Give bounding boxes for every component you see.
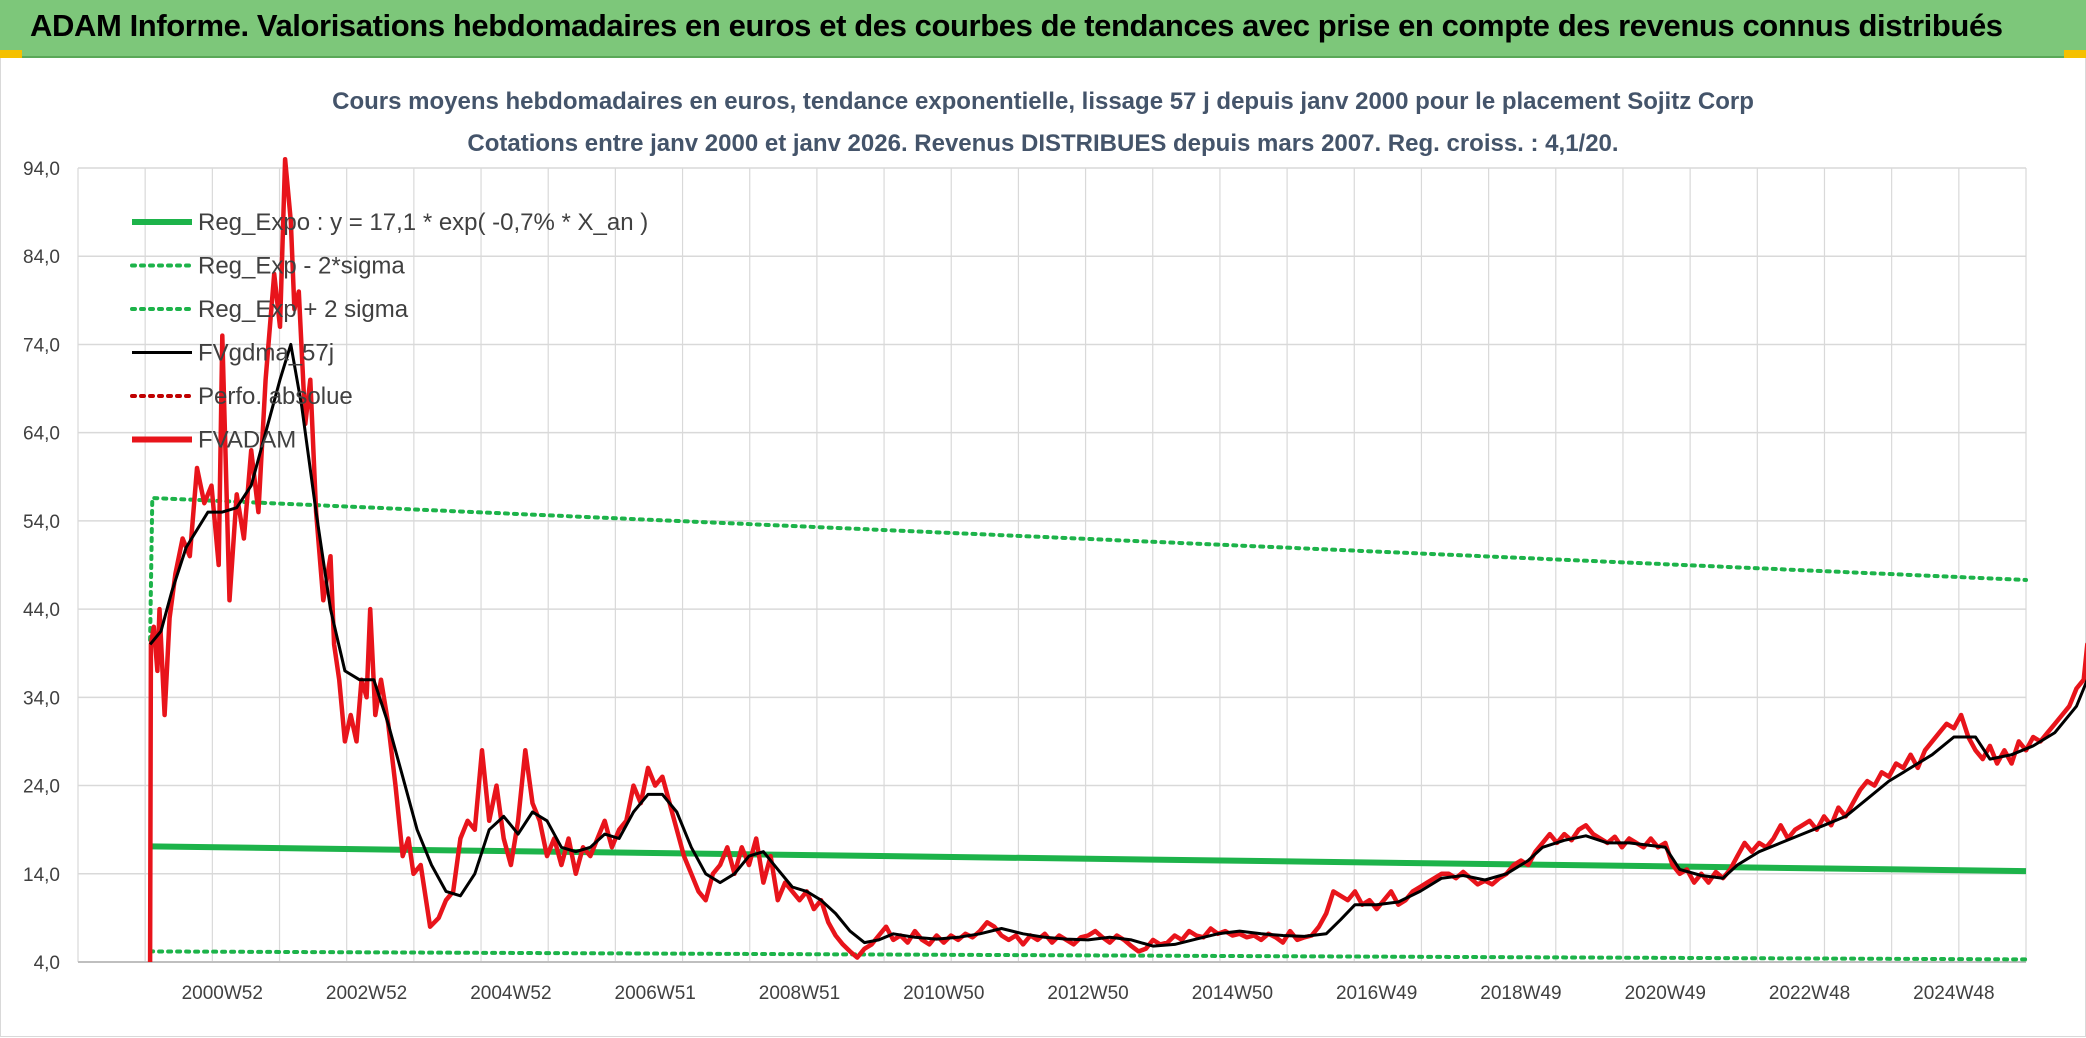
y-tick-label: 54,0 [23,512,60,533]
y-tick-label: 84,0 [23,247,60,268]
chart-axis-labels: 94,0 84,0 74,0 64,0 54,0 44,0 34,0 24,0 14,0 4,0 2… [23,159,1995,1004]
x-tick-label: 2008W51 [759,983,840,1004]
y-tick-label: 94,0 [23,159,60,180]
x-tick-label: 2022W48 [1769,983,1850,1004]
x-tick-label: 2012W50 [1047,983,1128,1004]
x-tick-label: 2004W52 [470,983,551,1004]
series-line-5 [147,156,2086,963]
y-tick-label: 44,0 [23,600,60,621]
y-tick-label: 4,0 [34,953,60,974]
legend-label: Reg_Exp + 2 sigma [198,296,409,323]
chart-grid [77,167,2027,963]
series-line-1 [148,949,2028,962]
x-tick-label: 2006W51 [615,983,696,1004]
legend-label: Reg_Exp - 2*sigma [198,253,405,280]
x-tick-label: 2014W50 [1192,983,1273,1004]
x-tick-label: 2018W49 [1480,983,1561,1004]
page-title: ADAM Informe. Valorisations hebdomadaire… [30,8,2003,43]
y-tick-label: 74,0 [23,335,60,356]
x-tick-label: 2010W50 [903,983,984,1004]
chart-series [147,156,2086,963]
series-line-3 [148,342,2086,948]
chart-legend: Reg_Expo : y = 17,1 * exp( -0,7% * X_an … [130,209,648,454]
y-tick-label: 34,0 [23,688,60,709]
x-tick-label: 2000W52 [182,983,263,1004]
y-tick-label: 64,0 [23,424,60,445]
legend-label: Perfo. absolue [198,383,353,410]
corner-accent-right [2064,50,2086,58]
x-tick-label: 2024W48 [1913,983,1994,1004]
legend-label: Reg_Expo : y = 17,1 * exp( -0,7% * X_an … [198,209,648,236]
x-tick-label: 2002W52 [326,983,407,1004]
y-tick-label: 24,0 [23,777,60,798]
legend-label: FVADAM [198,427,296,454]
header-bar: ADAM Informe. Valorisations hebdomadaire… [0,0,2086,58]
legend-label: FVgdma_57j [198,340,334,367]
x-tick-label: 2016W49 [1336,983,1417,1004]
series-line-0 [150,843,2027,875]
chart-title: Cours moyens hebdomadaires en euros, ten… [332,88,1754,115]
series-line-2 [148,496,2028,642]
corner-accent-left [0,50,22,58]
y-tick-label: 14,0 [23,865,60,886]
chart-subtitle: Cotations entre janv 2000 et janv 2026. … [467,130,1618,157]
x-tick-label: 2020W49 [1625,983,1706,1004]
